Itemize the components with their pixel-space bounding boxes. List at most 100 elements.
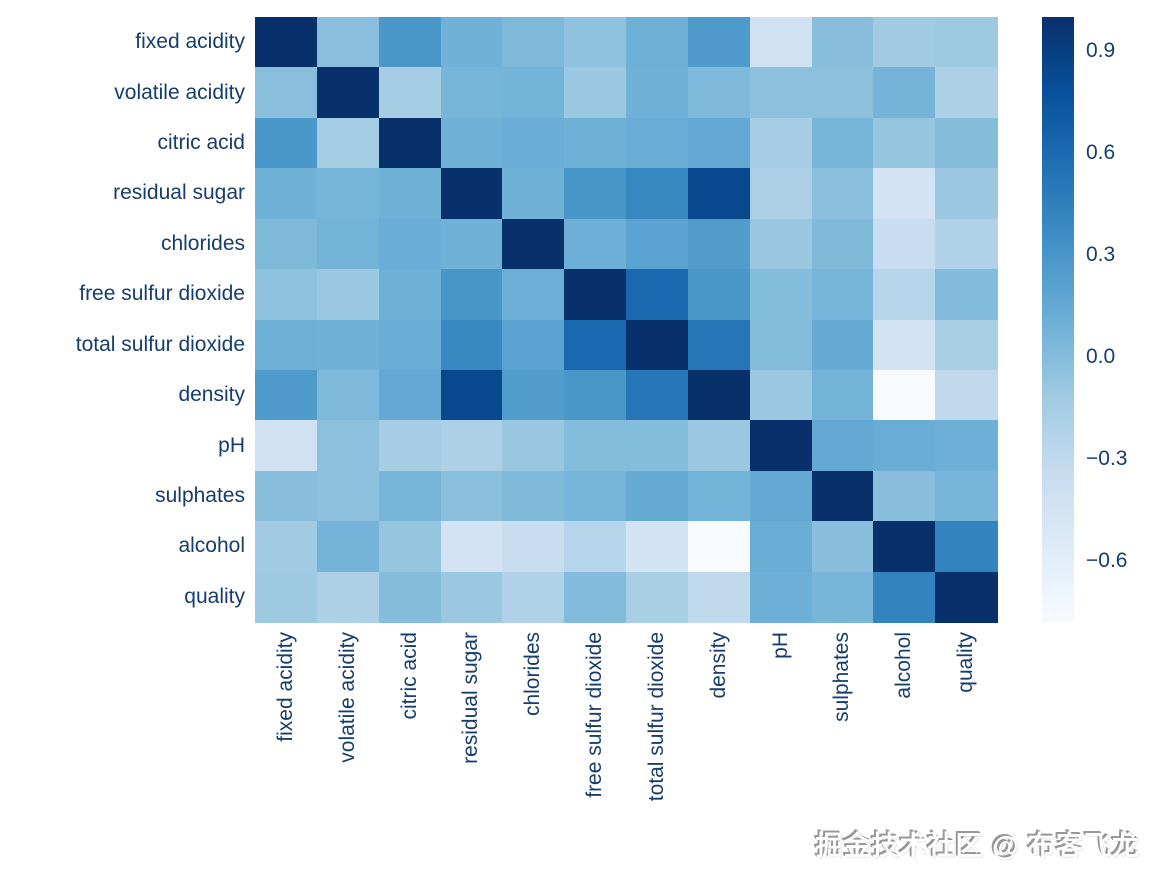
y-tick-label: citric acid xyxy=(157,131,245,155)
heatmap-cell xyxy=(626,67,689,119)
heatmap-cell xyxy=(316,521,380,573)
heatmap-cell xyxy=(873,67,936,119)
heatmap-cell xyxy=(935,319,998,371)
watermark: 掘金技术社区 @ 布客飞龙 xyxy=(815,831,1140,861)
heatmap-cell xyxy=(502,369,565,421)
y-tick-label: chlorides xyxy=(160,231,245,255)
heatmap-cell xyxy=(316,168,380,220)
heatmap-cell xyxy=(626,369,689,421)
heatmap-cell xyxy=(749,420,813,472)
heatmap-cell xyxy=(687,369,751,421)
heatmap-cell xyxy=(440,117,503,169)
heatmap-cell xyxy=(440,571,503,623)
heatmap-cell xyxy=(626,269,689,321)
heatmap-cell xyxy=(378,218,442,270)
heatmap-cell xyxy=(873,420,936,472)
heatmap-cell xyxy=(564,571,627,623)
heatmap-cell xyxy=(687,67,751,119)
heatmap-cell xyxy=(316,470,380,522)
heatmap-cell xyxy=(255,117,318,169)
heatmap-cell xyxy=(935,369,998,421)
heatmap-cell xyxy=(255,420,318,472)
heatmap-cell xyxy=(564,470,627,522)
heatmap-cell xyxy=(687,168,751,220)
heatmap-cell xyxy=(626,319,689,371)
heatmap-cell xyxy=(626,420,689,472)
heatmap-cell xyxy=(935,168,998,220)
colorbar-tick-label: 0.0 xyxy=(1086,344,1116,368)
heatmap-cell xyxy=(502,17,565,69)
y-tick-label: sulphates xyxy=(155,483,245,507)
x-tick-label: pH xyxy=(768,632,792,659)
heatmap-cell xyxy=(749,369,813,421)
heatmap-cell xyxy=(811,470,874,522)
heatmap-cell xyxy=(502,521,565,573)
heatmap-cell xyxy=(935,420,998,472)
heatmap-cell xyxy=(687,269,751,321)
heatmap-cell xyxy=(255,67,318,119)
heatmap-cell xyxy=(440,218,503,270)
x-tick-label: density xyxy=(706,632,730,699)
heatmap-cell xyxy=(378,470,442,522)
heatmap-cell xyxy=(378,67,442,119)
heatmap-cell xyxy=(502,218,565,270)
heatmap-cell xyxy=(502,168,565,220)
y-tick-label: density xyxy=(178,383,245,407)
heatmap-cell xyxy=(255,269,318,321)
colorbar-tick-label: 0.6 xyxy=(1086,140,1116,164)
heatmap-cell xyxy=(564,67,627,119)
heatmap-cell xyxy=(255,470,318,522)
heatmap-cell xyxy=(378,168,442,220)
heatmap-cell xyxy=(378,17,442,69)
x-tick-label: chlorides xyxy=(521,632,545,717)
heatmap-cell xyxy=(873,168,936,220)
heatmap-cell xyxy=(873,218,936,270)
heatmap-cell xyxy=(316,17,380,69)
heatmap-cell xyxy=(811,369,874,421)
heatmap-cell xyxy=(255,319,318,371)
heatmap-cell xyxy=(440,17,503,69)
heatmap-cell xyxy=(316,218,380,270)
heatmap-cell xyxy=(564,521,627,573)
heatmap-cell xyxy=(687,218,751,270)
heatmap-cell xyxy=(873,269,936,321)
heatmap-cell xyxy=(502,67,565,119)
colorbar-tick-label: −0.3 xyxy=(1086,446,1128,470)
heatmap-cell xyxy=(749,319,813,371)
heatmap-cell xyxy=(316,67,380,119)
heatmap-cell xyxy=(873,521,936,573)
heatmap-cell xyxy=(687,571,751,623)
colorbar-gradient xyxy=(1042,17,1074,622)
heatmap-cell xyxy=(378,369,442,421)
heatmap-cell xyxy=(687,117,751,169)
y-tick-label: free sulfur dioxide xyxy=(79,282,245,306)
heatmap-cell xyxy=(749,117,813,169)
heatmap-cell xyxy=(687,521,751,573)
heatmap-cell xyxy=(316,319,380,371)
heatmap-cell xyxy=(749,218,813,270)
heatmap-cell xyxy=(811,571,874,623)
heatmap-cell xyxy=(811,319,874,371)
y-tick-label: volatile acidity xyxy=(114,80,245,104)
heatmap-cell xyxy=(935,218,998,270)
heatmap-cell xyxy=(564,168,627,220)
y-axis-tick-labels: fixed acidity volatile acidity citric acid… xyxy=(0,17,245,622)
heatmap-cell xyxy=(378,521,442,573)
heatmap-cell xyxy=(502,319,565,371)
heatmap-cell xyxy=(873,319,936,371)
heatmap-grid xyxy=(255,17,998,623)
heatmap-cell xyxy=(811,168,874,220)
heatmap-cell xyxy=(502,420,565,472)
heatmap-cell xyxy=(316,269,380,321)
heatmap-cell xyxy=(935,571,998,623)
heatmap-cell xyxy=(626,521,689,573)
x-tick-label: citric acid xyxy=(397,632,421,720)
heatmap-cell xyxy=(626,470,689,522)
heatmap-cell xyxy=(626,17,689,69)
y-tick-label: residual sugar xyxy=(113,181,245,205)
heatmap-cell xyxy=(873,17,936,69)
heatmap-cell xyxy=(873,117,936,169)
heatmap-cell xyxy=(440,269,503,321)
heatmap-cell xyxy=(255,521,318,573)
